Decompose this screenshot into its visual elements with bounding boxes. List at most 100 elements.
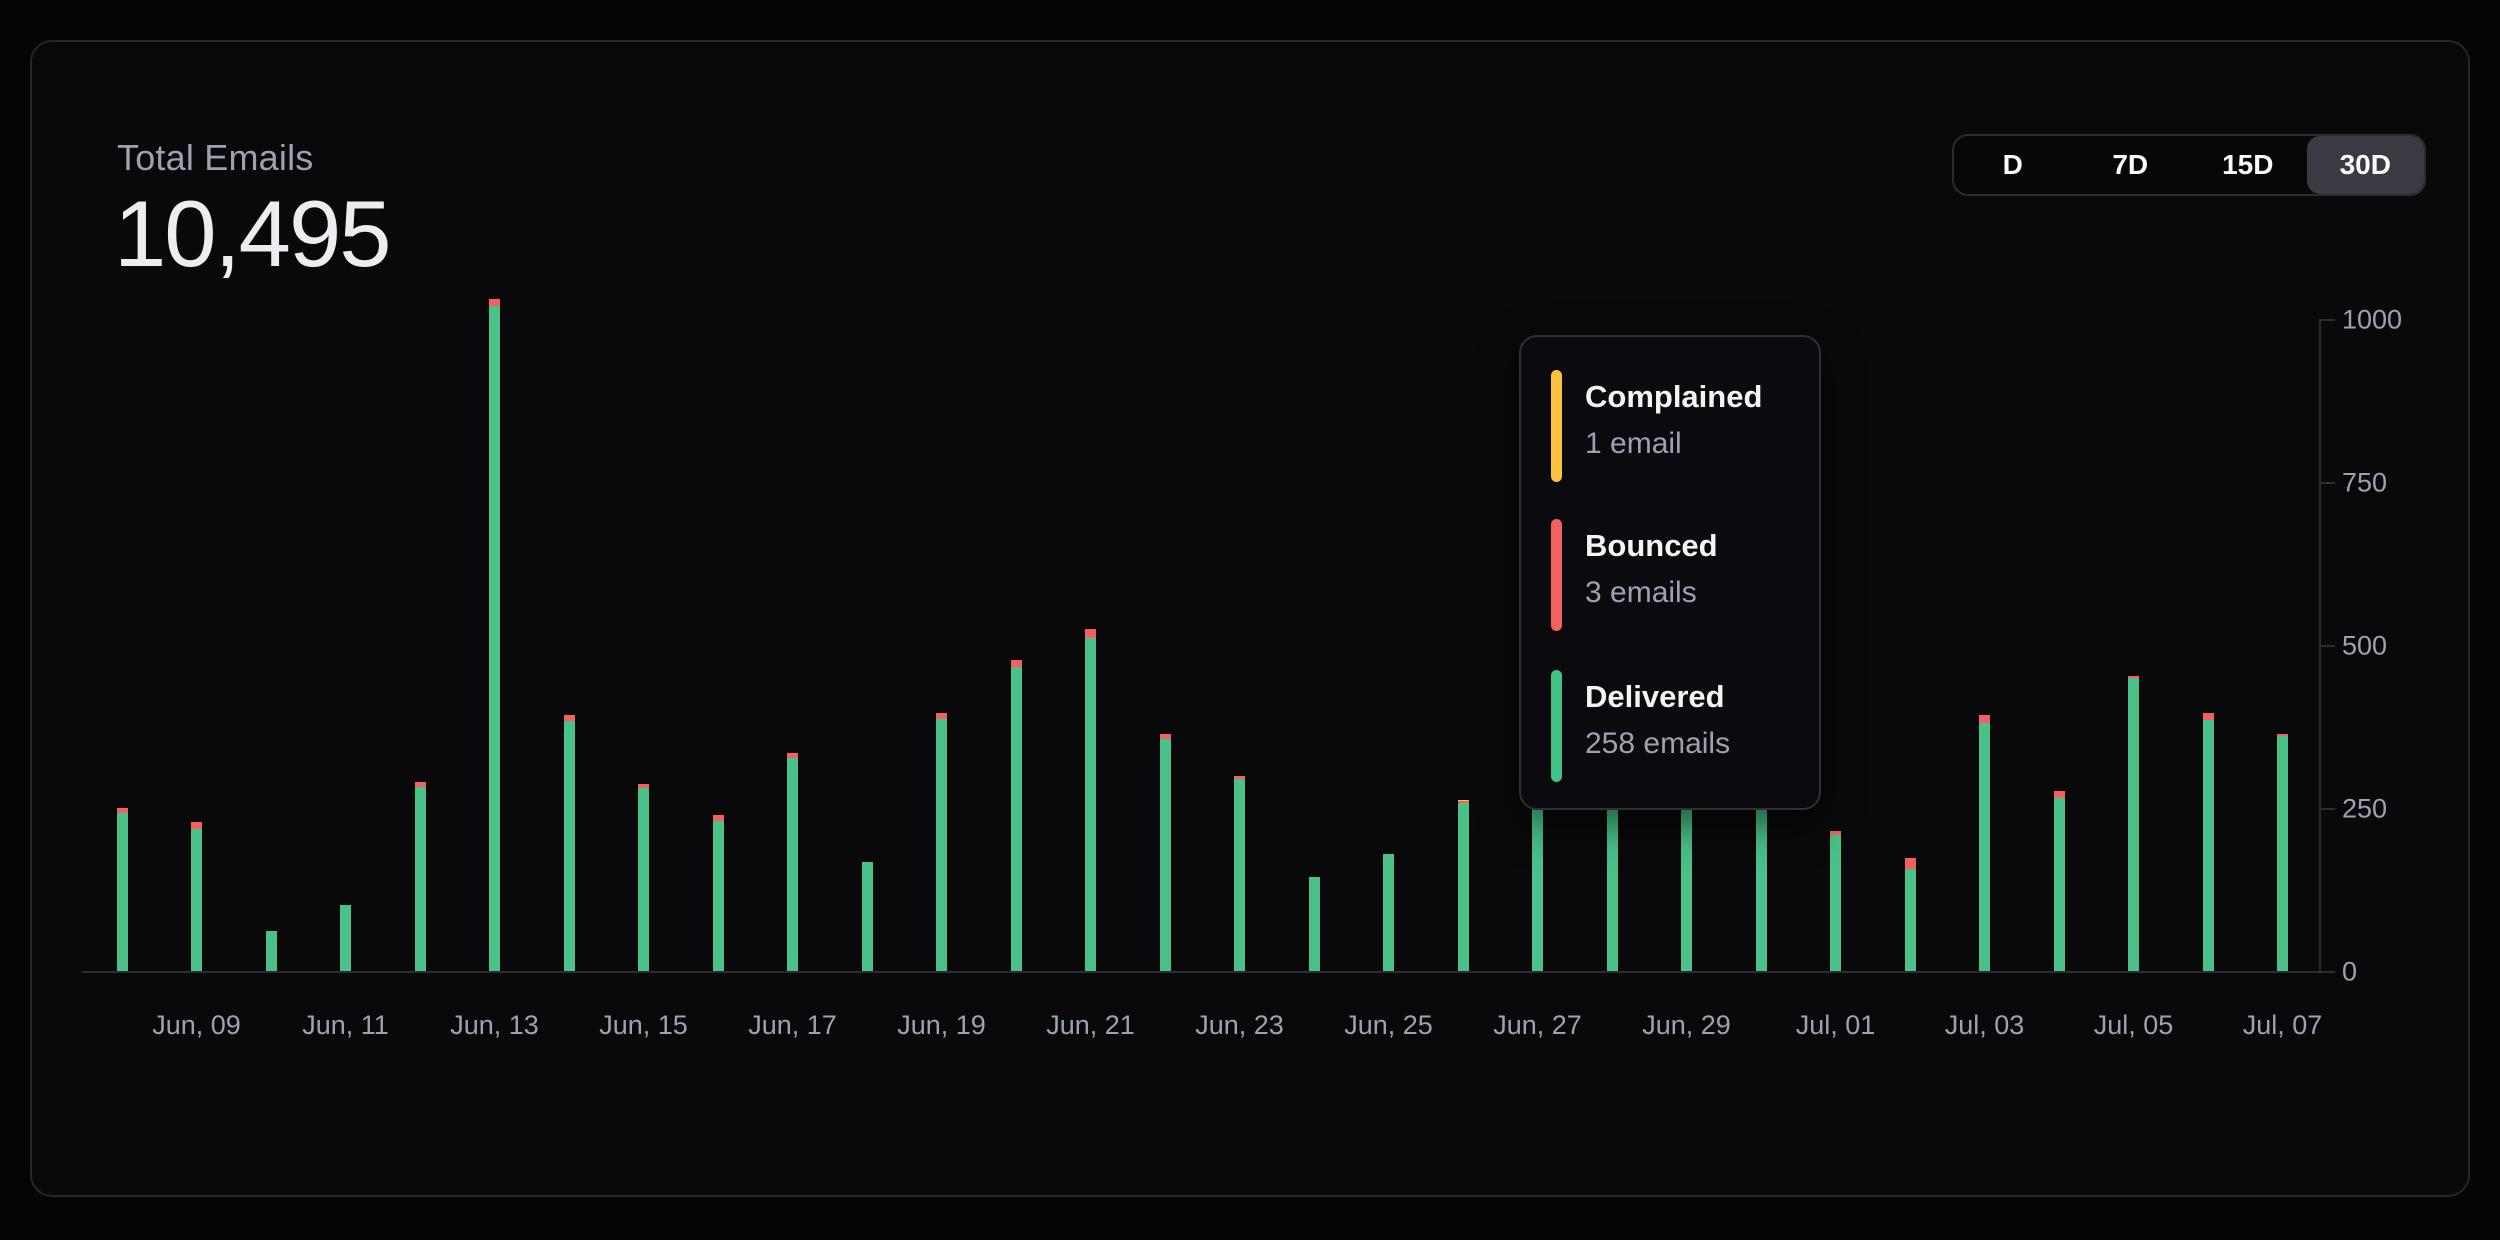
y-tick-label: 250 [2342,793,2388,824]
bar-segment-delivered [1979,722,1990,971]
bar[interactable] [191,822,202,971]
bar-segment-complained [1457,800,1469,801]
bar[interactable] [2202,713,2214,971]
bar-segment-delivered [191,828,202,971]
y-tick-label: 1000 [2342,304,2403,335]
y-tick-label: 500 [2342,630,2388,661]
bar[interactable] [1457,800,1469,971]
x-tick-label: Jun, 09 [152,1010,241,1040]
bar[interactable] [1904,858,1916,971]
range-button-d[interactable]: D [1954,136,2072,194]
x-tick-label: Jun, 17 [748,1010,837,1040]
range-button-7d[interactable]: 7D [2072,136,2190,194]
bar-segment-bounced [638,783,649,788]
x-tick-label: Jul, 03 [1944,1010,2025,1040]
bar[interactable] [638,783,649,971]
x-tick-label: Jun, 25 [1344,1010,1433,1040]
x-tick-label: Jun, 15 [599,1010,688,1040]
bar-segment-delivered [340,904,351,971]
bar-segment-delivered [638,787,649,971]
bar-segment-delivered [265,930,277,971]
bar-segment-delivered [1904,868,1916,971]
time-range-selector: D 7D 15D 30D [1952,134,2426,196]
bar-chart: 0 250 500 750 1000 Jun, 09 Jun, 11 Jun, 13 Jun, … [32,42,2468,1195]
y-tick [2319,645,2335,647]
bar[interactable] [1308,877,1320,971]
bar[interactable] [1830,831,1841,971]
tooltip-value: 3 emails [1585,576,1697,609]
bar-segment-bounced [1234,776,1245,780]
x-tick-label: Jun, 27 [1493,1010,1582,1040]
x-tick-label: Jun, 21 [1046,1010,1135,1040]
card-title: Total Emails [117,137,314,178]
bar[interactable] [2128,675,2139,971]
bar-segment-delivered [1085,638,1096,971]
bar-segment-delivered [936,718,947,971]
x-tick-label: Jun, 23 [1195,1010,1284,1040]
bar-segment-delivered [2128,677,2139,971]
bar-segment-bounced [191,822,202,829]
total-emails-card: Total Emails 10,495 D 7D 15D 30D 0 250 500… [30,40,2470,1197]
bar-segment-delivered [1234,779,1245,971]
bar-segment-delivered [1383,854,1394,971]
bar-segment-delivered [1308,877,1320,971]
bar-segment-delivered [563,720,575,971]
bar-segment-bounced [1010,660,1022,667]
bar-segment-delivered [861,862,873,971]
bar[interactable] [1159,734,1171,971]
complained-swatch [1551,370,1562,482]
bar-segment-bounced [2053,791,2065,798]
bar[interactable] [1383,854,1394,971]
y-tick [2319,971,2335,973]
bar-segment-bounced [1830,831,1841,835]
bar-segment-delivered [1830,834,1841,971]
bar[interactable] [787,752,798,971]
tooltip-label: Bounced [1585,528,1718,563]
bar-segment-bounced [1159,734,1171,739]
bar[interactable] [2277,733,2288,971]
y-tick [2319,319,2335,321]
bar-segment-bounced [712,814,724,822]
bar[interactable] [1085,628,1096,971]
tooltip-value: 258 emails [1585,727,1731,760]
x-tick-label: Jul, 07 [2242,1010,2323,1040]
bar[interactable] [116,808,128,971]
x-axis-line [82,971,2321,973]
range-button-15d[interactable]: 15D [2189,136,2307,194]
bar-segment-bounced [414,781,426,788]
bar[interactable] [563,715,575,971]
total-emails-value: 10,495 [114,181,392,286]
bar-segment-bounced [1457,800,1469,803]
bar[interactable] [2053,791,2065,971]
bar[interactable] [936,713,947,971]
bar-segment-bounced [116,808,128,814]
bar-segment-bounced [2128,675,2139,678]
bar-segment-delivered [414,787,426,971]
bar-segment-bounced [1979,715,1990,723]
bar-segment-delivered [2053,797,2065,971]
bar[interactable] [414,781,426,971]
bar[interactable] [1979,715,1990,971]
bar-segment-bounced [2277,733,2288,737]
x-tick-label: Jul, 05 [2093,1010,2174,1040]
chart-tooltip: Complained 1 email Bounced 3 emails Deli… [1519,335,1821,810]
bar[interactable] [712,814,724,971]
bar[interactable] [861,862,873,971]
delivered-swatch [1551,670,1562,782]
range-button-30d[interactable]: 30D [2306,136,2424,194]
bar-segment-delivered [712,821,724,971]
bar-segment-delivered [2277,736,2288,971]
x-tick-label: Jul, 01 [1795,1010,1876,1040]
bar-segment-bounced [1085,628,1096,639]
bar[interactable] [340,904,351,971]
bar-segment-bounced [2202,713,2214,720]
bar-segment-bounced [1904,858,1916,869]
bar[interactable] [1010,660,1022,971]
bar-segment-delivered [1457,802,1469,971]
y-tick-label: 0 [2342,956,2358,987]
bar[interactable] [489,299,500,971]
bar[interactable] [265,930,277,971]
bar[interactable] [1234,776,1245,971]
bar-segment-bounced [787,752,798,758]
